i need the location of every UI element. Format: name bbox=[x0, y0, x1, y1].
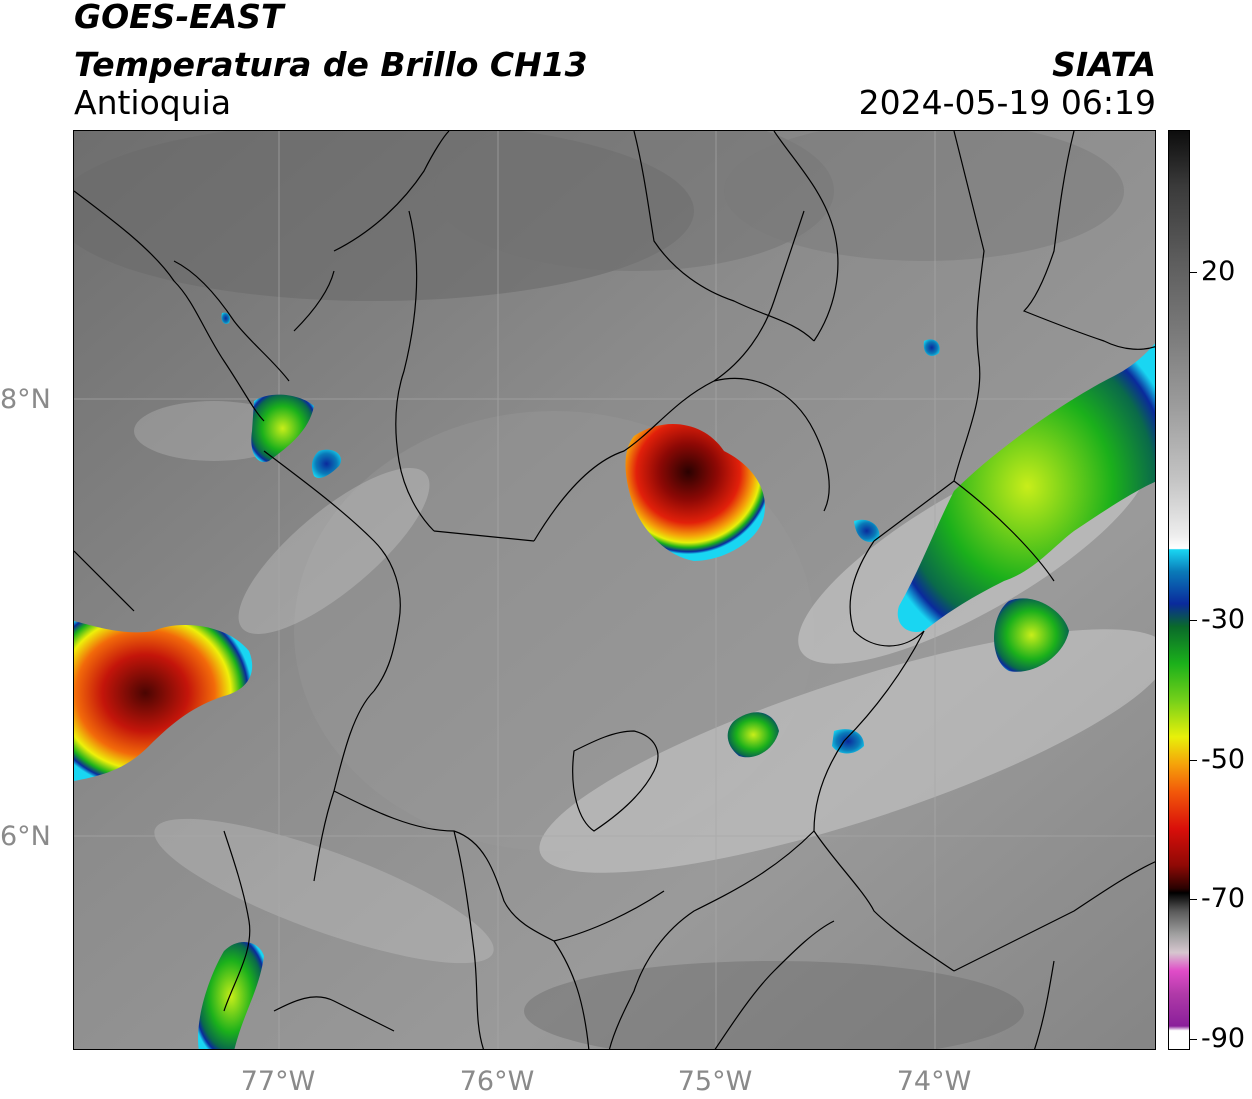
lat-label-6n: 6°N bbox=[0, 821, 51, 852]
region-label: Antioquia bbox=[74, 83, 232, 122]
colorbar-tick-minus30 bbox=[1190, 620, 1197, 621]
colorbar-label-minus70: -70 bbox=[1201, 883, 1246, 914]
colorbar-label-minus90: -90 bbox=[1201, 1023, 1246, 1054]
timestamp-label: 2024-05-19 06:19 bbox=[858, 83, 1156, 122]
temperature-colorbar bbox=[1168, 130, 1190, 1050]
lon-label-76w: 76°W bbox=[459, 1066, 535, 1097]
colorbar-label-minus50: -50 bbox=[1201, 744, 1246, 775]
product-title: Temperatura de Brillo CH13 bbox=[74, 45, 588, 84]
colorbar-tick-minus50 bbox=[1190, 760, 1197, 761]
lat-label-8n: 8°N bbox=[0, 384, 51, 415]
lon-label-74w: 74°W bbox=[896, 1066, 972, 1097]
colorbar-label-minus30: -30 bbox=[1201, 604, 1246, 635]
colorbar-label-20: 20 bbox=[1201, 256, 1236, 287]
lon-label-75w: 75°W bbox=[677, 1066, 753, 1097]
lon-label-77w: 77°W bbox=[240, 1066, 316, 1097]
agency-label: SIATA bbox=[1052, 45, 1156, 84]
colorbar-tick-minus90 bbox=[1190, 1039, 1197, 1040]
satellite-image bbox=[74, 131, 1155, 1049]
satellite-title: GOES-EAST bbox=[74, 0, 284, 36]
colorbar-tick-minus70 bbox=[1190, 899, 1197, 900]
colorbar-tick-20 bbox=[1190, 272, 1197, 273]
satellite-map bbox=[73, 130, 1156, 1050]
